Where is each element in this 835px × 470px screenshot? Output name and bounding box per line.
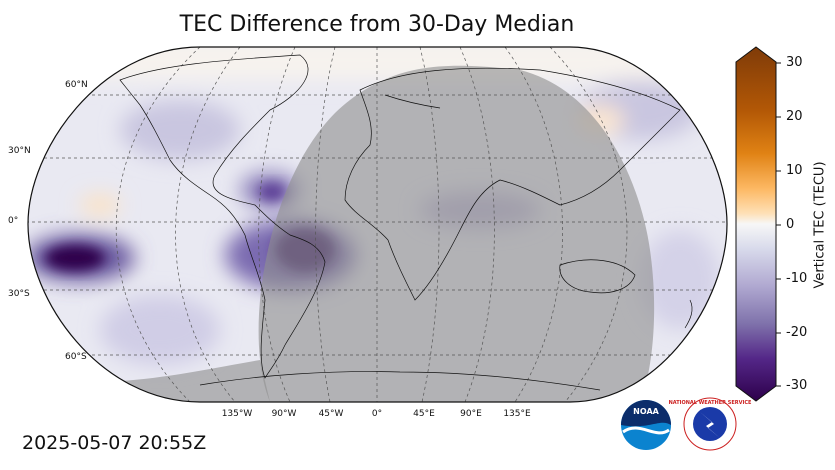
graticule bbox=[28, 47, 727, 402]
lon-label-45e: 45°E bbox=[413, 409, 435, 419]
noaa-logo-text: NOAA bbox=[633, 407, 659, 416]
lon-label-45w: 45°W bbox=[318, 409, 344, 419]
colorbar-tick: 10 bbox=[786, 163, 803, 178]
lat-label-60n: 60°N bbox=[65, 80, 88, 90]
lon-label-90e: 90°E bbox=[460, 409, 482, 419]
colorbar-tick: 20 bbox=[786, 109, 803, 124]
nws-logo-text: NATIONAL WEATHER SERVICE bbox=[669, 400, 752, 406]
lon-label-0: 0° bbox=[371, 409, 383, 419]
colorbar-tick: -30 bbox=[786, 378, 808, 393]
colorbar-tick: 0 bbox=[786, 217, 795, 232]
colorbar-tick: -10 bbox=[786, 271, 808, 286]
timestamp: 2025-05-07 20:55Z bbox=[22, 432, 207, 454]
map-title: TEC Difference from 30-Day Median bbox=[179, 12, 575, 37]
colorbar bbox=[735, 46, 781, 402]
noaa-logo: NOAA bbox=[621, 400, 671, 450]
lat-label-30s: 30°S bbox=[8, 289, 30, 299]
lon-label-135e: 135°E bbox=[503, 409, 531, 419]
colorbar-tick: -20 bbox=[786, 325, 808, 340]
colorbar-tick: 30 bbox=[786, 55, 803, 70]
night-shading bbox=[258, 65, 655, 402]
colorbar-label: Vertical TEC (TECU) bbox=[812, 161, 828, 289]
lat-label-60s: 60°S bbox=[65, 352, 87, 362]
lon-label-90w: 90°W bbox=[271, 409, 297, 419]
nws-logo: NATIONAL WEATHER SERVICE bbox=[669, 397, 752, 451]
coastlines bbox=[119, 54, 693, 391]
lon-label-135w: 135°W bbox=[221, 409, 253, 419]
lat-label-0: 0° bbox=[8, 216, 19, 226]
lat-label-30n: 30°N bbox=[8, 146, 31, 156]
globe-outline bbox=[27, 46, 728, 403]
